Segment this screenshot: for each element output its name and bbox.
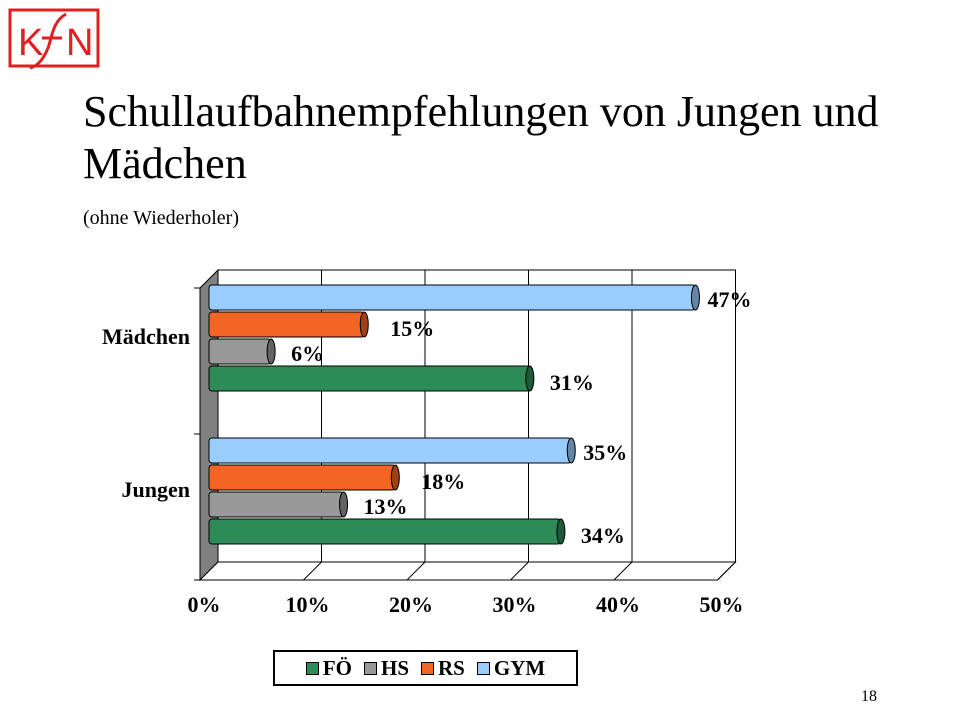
data-label: 13% (364, 494, 408, 519)
legend-item: HS (363, 656, 409, 680)
bar-end-cap (359, 311, 369, 338)
bar-end-cap (390, 464, 400, 491)
legend-swatch (305, 661, 319, 675)
page-subtitle: (ohne Wiederholer) (83, 207, 239, 229)
category-label: Jungen (122, 477, 190, 502)
legend-label: GYM (493, 656, 546, 680)
data-label: 15% (390, 316, 434, 341)
x-tick-label: 40% (596, 592, 640, 617)
gridline-floor (717, 561, 736, 581)
chart-legend: FÖ HS RS GYM (273, 650, 578, 686)
gridline-floor (303, 561, 322, 581)
legend-item: RS (421, 656, 465, 680)
bar (208, 311, 365, 338)
x-tick-label: 20% (389, 592, 433, 617)
bar-end-cap (525, 365, 535, 392)
bar-end-cap (690, 284, 700, 311)
bar (208, 464, 396, 491)
page-number: 18 (861, 688, 877, 705)
bar-chart: 0% 10% 20% 30% 40% 50% 47% 15% 6% 31% Mädchen 35% 18… (102, 268, 751, 617)
data-label: 31% (550, 370, 594, 395)
gridline-floor (510, 561, 529, 581)
data-label: 6% (291, 341, 324, 366)
data-label: 47% (707, 287, 751, 312)
data-label: 34% (581, 523, 625, 548)
x-tick-label: 10% (286, 592, 330, 617)
legend-label: FÖ (322, 656, 352, 680)
bar (208, 338, 272, 365)
bar-end-cap (556, 518, 566, 545)
gridline-floor (406, 561, 426, 581)
svg-text:K: K (18, 22, 43, 64)
data-label: 18% (421, 469, 465, 494)
bar (208, 491, 345, 518)
chart-floor (198, 561, 737, 581)
bar-end-cap (339, 491, 349, 518)
x-tick-label: 0% (188, 592, 221, 617)
legend-swatch (363, 661, 377, 675)
legend-label: RS (438, 656, 465, 680)
legend-item: GYM (476, 656, 546, 680)
category-label: Mädchen (102, 324, 190, 349)
data-label: 35% (583, 440, 627, 465)
legend-item: FÖ (305, 656, 352, 680)
bar-end-cap (266, 338, 276, 365)
kfn-logo: K N (8, 8, 100, 70)
bar (208, 518, 562, 545)
legend-swatch (476, 661, 490, 675)
gridline-floor (613, 561, 633, 581)
bar (208, 365, 531, 392)
svg-text:N: N (66, 22, 93, 64)
legend-label: HS (380, 656, 409, 680)
x-tick-label: 30% (493, 592, 537, 617)
bar-end-cap (566, 437, 576, 464)
x-tick-label: 50% (700, 592, 744, 617)
legend-swatch (421, 661, 434, 675)
bar (208, 284, 696, 311)
page-title: Schullaufbahnempfehlungen von Jungen und… (83, 87, 879, 188)
bar (208, 437, 572, 464)
